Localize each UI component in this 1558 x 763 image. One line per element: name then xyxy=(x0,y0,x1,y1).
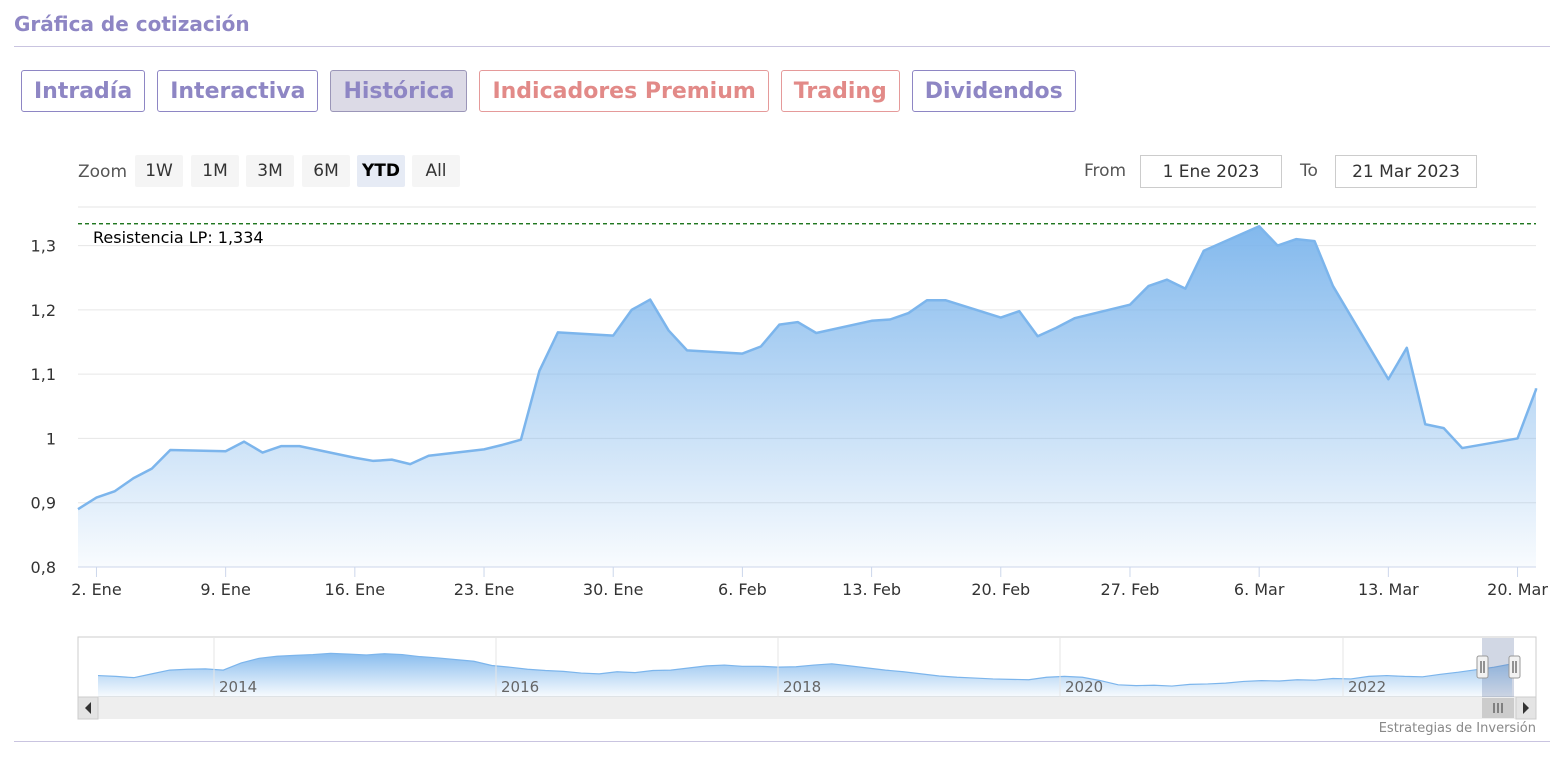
zoom-all-button[interactable]: All xyxy=(412,155,460,187)
x-axis: 2. Ene 9. Ene 16. Ene 23. Ene 30. Ene 6. Feb 1… xyxy=(71,566,1548,599)
resistance-line: Resistencia LP: 1,334 xyxy=(78,223,1536,247)
tab-historica[interactable]: Histórica xyxy=(330,70,468,112)
zoom-label: Zoom xyxy=(78,162,128,182)
y-tick-label: 0,9 xyxy=(31,494,56,513)
to-label: To xyxy=(1300,161,1318,181)
x-tick-label: 30. Ene xyxy=(583,580,644,599)
tab-intradia[interactable]: Intradía xyxy=(21,70,146,112)
tab-interactiva[interactable]: Interactiva xyxy=(157,70,319,112)
y-tick-label: 0,8 xyxy=(31,558,56,577)
x-tick-label: 9. Ene xyxy=(200,580,250,599)
y-tick-label: 1,2 xyxy=(31,301,56,320)
x-tick-label: 6. Mar xyxy=(1234,580,1285,599)
x-tick-label: 2. Ene xyxy=(71,580,121,599)
zoom-6m-button[interactable]: 6M xyxy=(302,155,350,187)
to-date-input[interactable]: 21 Mar 2023 xyxy=(1335,155,1477,188)
navigator-line xyxy=(97,652,1513,687)
from-label: From xyxy=(1084,161,1127,181)
resistance-label: Resistencia LP: 1,334 xyxy=(93,228,264,247)
x-tick-label: 20. Mar xyxy=(1487,580,1548,599)
zoom-3m-button[interactable]: 3M xyxy=(246,155,294,187)
tab-indicadores-premium[interactable]: Indicadores Premium xyxy=(479,70,769,112)
x-tick-label: 27. Feb xyxy=(1101,580,1160,599)
chart-tabs: Intradía Interactiva Histórica Indicador… xyxy=(21,70,1076,112)
navigator-year-label: 2020 xyxy=(1065,678,1103,696)
y-tick-label: 1,3 xyxy=(31,237,56,256)
x-tick-label: 20. Feb xyxy=(971,580,1030,599)
tab-trading[interactable]: Trading xyxy=(780,70,900,112)
title-divider xyxy=(14,46,1550,47)
x-tick-label: 13. Feb xyxy=(842,580,901,599)
chevron-left-icon xyxy=(85,702,91,714)
scrollbar[interactable] xyxy=(77,696,1537,720)
credits: Estrategias de Inversión xyxy=(1378,721,1536,736)
navigator-right-handle[interactable] xyxy=(1508,655,1521,679)
zoom-1m-button[interactable]: 1M xyxy=(191,155,239,187)
y-tick-label: 1,1 xyxy=(31,365,56,384)
zoom-1w-button[interactable]: 1W xyxy=(135,155,183,187)
navigator[interactable]: 2014 2016 2018 2020 2022 xyxy=(77,636,1537,698)
price-area xyxy=(78,226,1536,568)
zoom-ytd-button[interactable]: YTD xyxy=(357,155,405,187)
x-tick-label: 16. Ene xyxy=(325,580,386,599)
y-axis: 0,8 0,9 1 1,1 1,2 1,3 xyxy=(31,237,56,577)
scrollbar-track[interactable] xyxy=(78,697,1536,719)
navigator-year-label: 2014 xyxy=(219,678,257,696)
navigator-year-label: 2016 xyxy=(501,678,539,696)
tab-dividendos[interactable]: Dividendos xyxy=(911,70,1076,112)
bottom-divider xyxy=(14,741,1550,742)
price-series xyxy=(77,225,1538,568)
navigator-year-label: 2018 xyxy=(783,678,821,696)
price-line xyxy=(77,225,1538,511)
chevron-right-icon xyxy=(1523,702,1529,714)
navigator-left-handle[interactable] xyxy=(1476,655,1489,679)
y-tick-label: 1 xyxy=(46,429,56,448)
x-tick-label: 13. Mar xyxy=(1358,580,1419,599)
from-date-input[interactable]: 1 Ene 2023 xyxy=(1140,155,1282,188)
x-tick-label: 23. Ene xyxy=(454,580,515,599)
navigator-year-label: 2022 xyxy=(1348,678,1386,696)
section-title: Gráfica de cotización xyxy=(14,12,250,36)
x-tick-label: 6. Feb xyxy=(718,580,767,599)
navigator-series: 2014 2016 2018 2020 2022 xyxy=(97,637,1513,697)
navigator-area xyxy=(98,653,1512,697)
